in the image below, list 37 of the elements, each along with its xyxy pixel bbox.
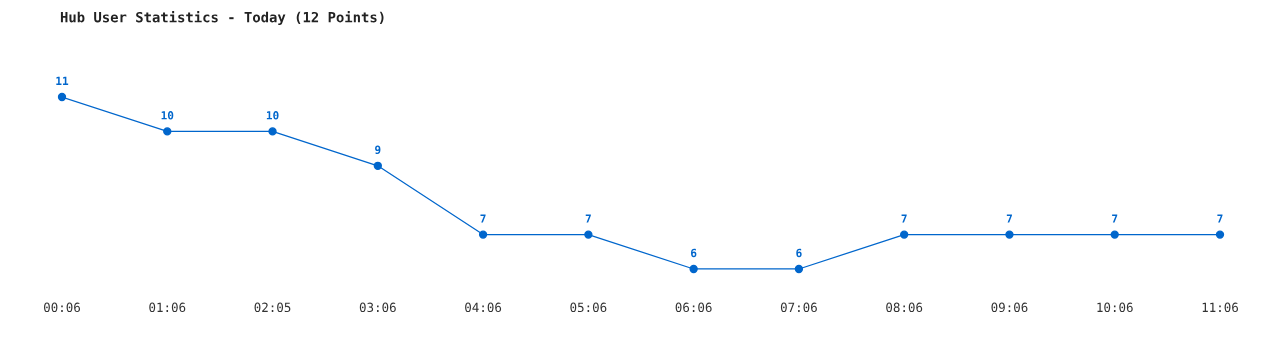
chart-title: Hub User Statistics - Today (12 Points)	[60, 10, 384, 26]
point	[900, 230, 909, 239]
data-label: 11	[56, 76, 69, 85]
x-tick-label: 02:05	[254, 302, 291, 313]
data-label: 7	[901, 214, 907, 223]
x-tick-label: 11:06	[1202, 302, 1238, 313]
x-tick-label: 10:06	[1097, 302, 1133, 313]
point	[163, 127, 172, 136]
x-tick-label: 06:06	[675, 302, 712, 313]
point	[689, 264, 698, 274]
x-tick-label: 09:06	[991, 302, 1028, 313]
data-label: 10	[266, 111, 279, 120]
point	[373, 161, 382, 170]
data-label: 7	[585, 214, 591, 223]
data-label: 6	[691, 248, 697, 258]
x-tick-label: 00:06	[44, 302, 80, 313]
data-label: 6	[796, 248, 802, 258]
point	[1005, 230, 1014, 239]
point	[478, 230, 488, 239]
x-tick-label: 08:06	[886, 302, 923, 313]
data-label: 9	[375, 145, 381, 154]
point	[584, 230, 593, 239]
point	[1110, 230, 1119, 239]
x-tick-label: 03:06	[359, 302, 396, 313]
data-label: 10	[161, 111, 174, 120]
data-label: 7	[480, 214, 486, 223]
x-tick-label: 01:06	[149, 302, 186, 313]
x-tick-label: 04:06	[465, 302, 502, 313]
point	[794, 264, 804, 274]
data-label: 7	[1217, 214, 1223, 223]
data-label: 7	[1006, 214, 1012, 223]
point	[1215, 230, 1225, 239]
data-label: 7	[1112, 214, 1118, 223]
x-tick-label: 05:06	[570, 302, 607, 313]
point	[268, 127, 277, 136]
x-tick-label: 07:06	[780, 302, 817, 313]
point	[57, 92, 67, 102]
